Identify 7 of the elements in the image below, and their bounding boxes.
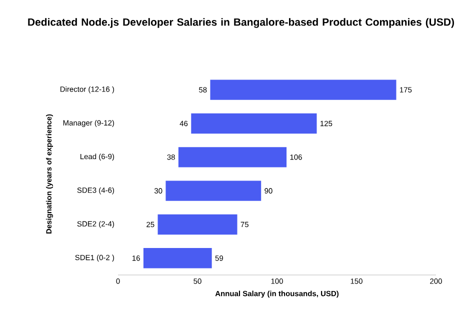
chart-title: Dedicated Node.js Developer Salaries in Bangalore-based Product Companies (USD) (28, 18, 454, 28)
bar (191, 113, 317, 134)
bar (158, 214, 238, 235)
bar (178, 147, 287, 168)
bar (166, 180, 262, 201)
bar (143, 248, 212, 268)
bar (210, 80, 396, 100)
